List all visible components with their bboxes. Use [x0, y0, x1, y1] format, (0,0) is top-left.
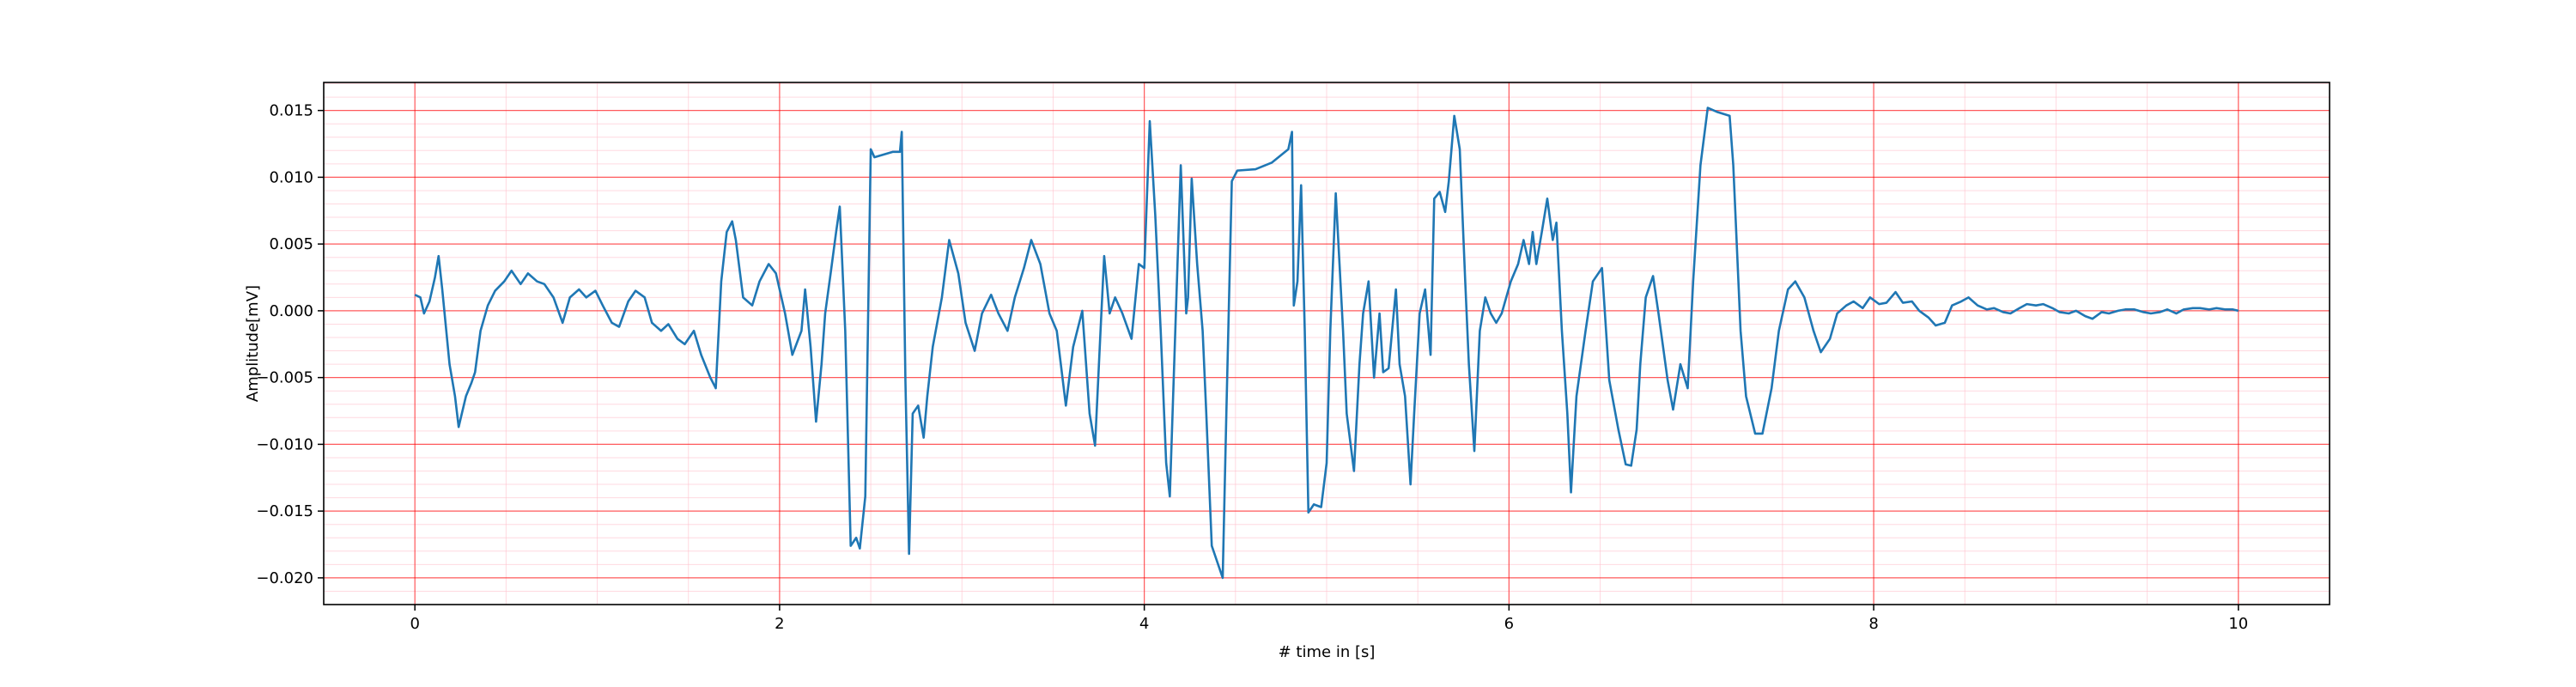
x-axis-label: # time in [s] [1279, 643, 1376, 661]
axes-frame [323, 82, 2330, 605]
y-tick-label: −0.005 [256, 369, 313, 387]
y-tick-label: −0.020 [256, 569, 313, 587]
y-tick-label: −0.015 [256, 502, 313, 520]
y-tick-label: 0.005 [269, 235, 313, 253]
signal-line [414, 106, 2239, 580]
y-tick-label: 0.015 [269, 102, 313, 120]
x-tick-label: 2 [775, 615, 784, 633]
x-tick-label: 4 [1139, 615, 1149, 633]
x-tick-label: 8 [1868, 615, 1878, 633]
x-tick-label: 0 [410, 615, 419, 633]
y-tick-label: 0.000 [269, 302, 313, 320]
ticks: 0 2 4 6 8 10 −0.020 −0.015 −0.010 −0.005 0.000 0.00… [256, 102, 2248, 633]
y-axis-label: Amplitude[mV] [244, 285, 262, 402]
x-tick-label: 10 [2228, 615, 2248, 633]
y-tick-label: −0.010 [256, 435, 313, 453]
plot [414, 106, 2239, 580]
y-tick-label: 0.010 [269, 168, 313, 186]
grid [323, 82, 2330, 605]
x-tick-label: 6 [1504, 615, 1514, 633]
